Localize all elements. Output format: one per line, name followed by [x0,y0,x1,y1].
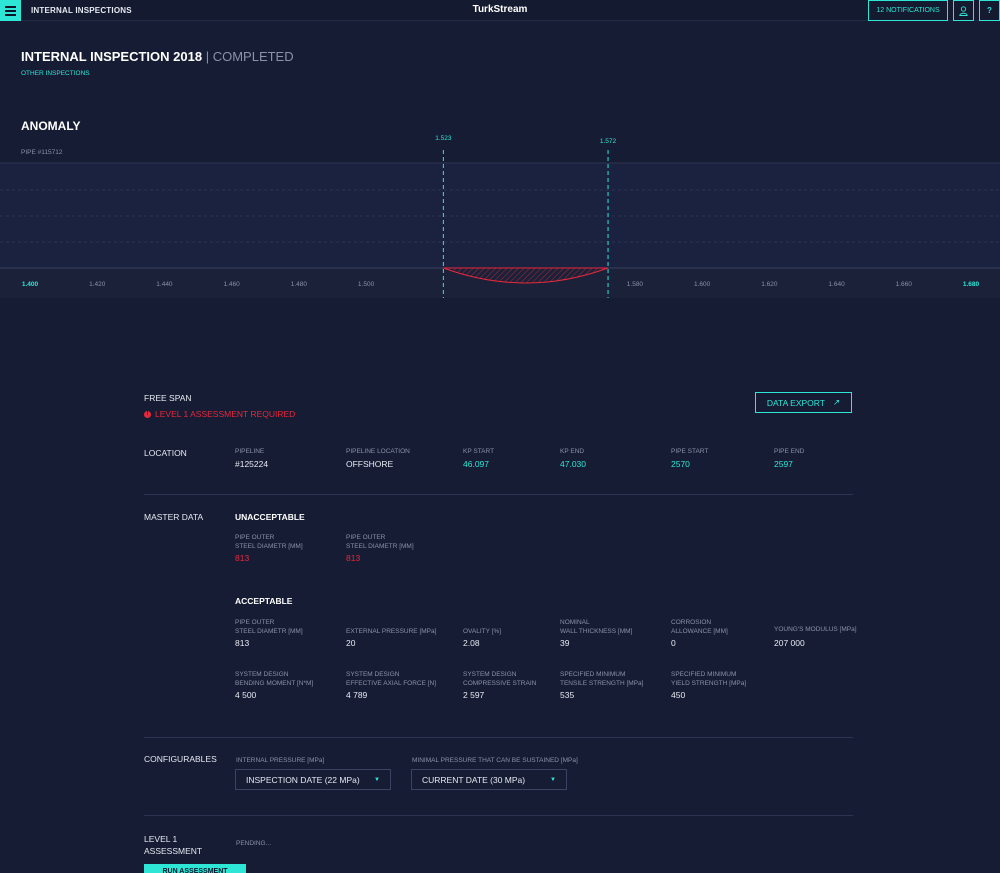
assessment-alert: ! LEVEL 1 ASSESSMENT REQUIRED [144,409,295,419]
assessment-status: PENDING... [236,840,272,847]
configurables-label: CONFIGURABLES [144,754,217,764]
select-value: CURRENT DATE (30 MPa) [422,774,526,785]
field-value: OFFSHORE [346,459,394,469]
field-label: PIPELINE [235,448,265,455]
field-value: 2570 [671,459,690,469]
app-section-title: INTERNAL INSPECTIONS [31,6,132,15]
field-value: 813 [235,553,250,563]
field-value: 2597 [774,459,793,469]
field-label: PIPE START [671,448,709,455]
field-label: PIPELINE LOCATION [346,448,410,455]
field-label: SPECIFIED MINIMUM YIELD STRENGTH [MPa] [671,671,747,687]
field-label: SYSTEM DESIGN BENDING MOMENT [N*M] [235,671,314,687]
master-data-label: MASTER DATA [144,512,204,522]
inspection-status: | COMPLETED [205,49,294,64]
field-value: 39 [560,638,570,648]
inspection-title: INTERNAL INSPECTION 2018 [21,49,203,64]
field-value: 20 [346,638,356,648]
acceptable-heading: ACCEPTABLE [235,596,293,606]
menu-icon[interactable] [0,0,21,21]
alert-icon: ! [144,410,151,418]
field-value: 2.08 [463,638,480,648]
minimal-pressure-label: MINIMAL PRESSURE THAT CAN BE SUSTAINED [… [412,757,578,764]
top-bar: INTERNAL INSPECTIONS TurkStream 12 NOTIF… [0,0,1000,21]
minimal-pressure-select[interactable]: CURRENT DATE (30 MPa) ▼ [411,769,567,790]
x-tick-label: 1.420 [89,281,106,288]
unacceptable-heading: UNACCEPTABLE [235,512,305,522]
field-value: #125224 [235,459,269,469]
field-value: 4 789 [346,690,368,700]
field-value: 813 [235,638,250,648]
x-tick-label: 1.440 [156,281,173,288]
user-button[interactable] [953,0,974,21]
alert-text: LEVEL 1 ASSESSMENT REQUIRED [155,409,296,419]
field-label: CORROSION ALLOWANCE [MM] [671,619,728,635]
field-label: KP START [463,448,495,455]
field-value: 450 [671,690,686,700]
chevron-down-icon: ▼ [550,776,556,783]
other-inspections-link[interactable]: OTHER INSPECTIONS [21,70,90,77]
field-value: 46.097 [463,459,489,469]
field-value: 2 597 [463,690,485,700]
divider [144,494,853,495]
run-assessment-button[interactable]: RUN ASSESSMENT [144,864,246,873]
user-icon [959,5,968,16]
divider [144,737,853,738]
level1-assessment-label: LEVEL 1 ASSESSMENT [144,834,203,856]
pipe-label: PIPE #115712 [21,149,63,156]
select-value: INSPECTION DATE (22 MPa) [246,774,360,785]
external-link-icon: ↗ [832,397,841,407]
field-value: 4 500 [235,690,257,700]
x-tick-label: 1.680 [963,281,980,288]
x-tick-label: 1.660 [896,281,913,288]
field-label: OVALITY [%] [463,628,502,635]
internal-pressure-select[interactable]: INSPECTION DATE (22 MPa) ▼ [235,769,391,790]
field-value: 207 000 [774,638,805,648]
notifications-button[interactable]: 12 NOTIFICATIONS [868,0,948,21]
field-label: SYSTEM DESIGN EFFECTIVE AXIAL FORCE [N] [346,671,437,687]
chevron-down-icon: ▼ [374,776,380,783]
anomaly-area [443,267,609,284]
anomaly-chart: 1.523 1.572 1.400 1.420 1.440 1.460 1.480 1.5… [0,135,1000,298]
x-axis-ticks: 1.400 1.420 1.440 1.460 1.480 1.500 1.580 1.600… [22,281,980,288]
x-tick-label: 1.500 [358,281,375,288]
x-tick-label: 1.460 [224,281,241,288]
field-value: 813 [346,553,361,563]
field-label: PIPE END [774,448,805,455]
field-label: PIPE OUTER STEEL DIAMETR [MM] [235,619,303,635]
field-label: SPECIFIED MINIMUM TENSILE STRENGTH [MPa] [560,671,644,687]
field-label: PIPE OUTER STEEL DIAMETR [MM] [235,534,303,550]
page-title: INTERNAL INSPECTION 2018 | COMPLETED [21,49,294,64]
x-tick-label: 1.480 [291,281,308,288]
field-label: SYSTEM DESIGN COMPRESSIVE STRAIN [463,671,537,687]
field-label: KP END [560,448,585,455]
x-tick-label: 1.620 [761,281,778,288]
internal-pressure-label: INTERNAL PRESSURE [MPa] [236,757,325,764]
help-button[interactable]: ? [979,0,1000,21]
data-export-button[interactable]: DATA EXPORT ↗ [755,392,852,413]
data-export-label: DATA EXPORT [766,397,825,408]
marker-label: 1.523 [435,135,452,142]
x-tick-label: 1.580 [627,281,644,288]
divider [144,815,853,816]
x-tick-label: 1.600 [694,281,711,288]
anomaly-title: ANOMALY [21,119,81,133]
field-label: NOMINAL WALL THICKNESS [MM] [560,619,633,635]
field-label: EXTERNAL PRESSURE [MPa] [346,628,437,635]
field-value: 535 [560,690,575,700]
field-label: YOUNG'S MODULUS [MPa] [774,626,857,633]
location-label: LOCATION [144,448,187,458]
field-label: PIPE OUTER STEEL DIAMETR [MM] [346,534,414,550]
field-value: 0 [671,638,676,648]
x-tick-label: 1.640 [828,281,845,288]
marker-label: 1.572 [600,138,617,145]
free-span-label: FREE SPAN [144,393,192,403]
field-value: 47.030 [560,459,586,469]
brand-title: TurkStream [472,4,528,15]
x-tick-label: 1.400 [22,281,39,288]
